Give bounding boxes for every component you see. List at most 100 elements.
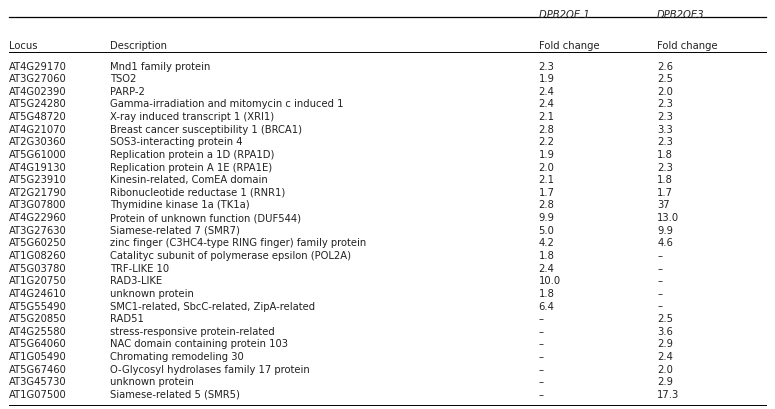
Text: 2.3: 2.3 xyxy=(657,112,673,122)
Text: Replication protein a 1D (RPA1D): Replication protein a 1D (RPA1D) xyxy=(110,150,274,160)
Text: AT3G27060: AT3G27060 xyxy=(9,74,67,84)
Text: PARP-2: PARP-2 xyxy=(110,87,145,97)
Text: Ribonucleotide reductase 1 (RNR1): Ribonucleotide reductase 1 (RNR1) xyxy=(110,187,285,198)
Text: unknown protein: unknown protein xyxy=(110,288,194,298)
Text: AT1G07500: AT1G07500 xyxy=(9,389,67,399)
Text: TSO2: TSO2 xyxy=(110,74,136,84)
Text: 9.9: 9.9 xyxy=(657,225,673,235)
Text: AT2G21790: AT2G21790 xyxy=(9,187,67,198)
Text: 13.0: 13.0 xyxy=(657,213,680,222)
Text: –: – xyxy=(539,364,543,374)
Text: –: – xyxy=(539,389,543,399)
Text: 2.4: 2.4 xyxy=(539,87,554,97)
Text: RAD3-LIKE: RAD3-LIKE xyxy=(110,276,162,285)
Text: AT3G27630: AT3G27630 xyxy=(9,225,67,235)
Text: 2.0: 2.0 xyxy=(657,364,673,374)
Text: Locus: Locus xyxy=(9,41,38,51)
Text: 2.2: 2.2 xyxy=(539,137,555,147)
Text: Replication protein A 1E (RPA1E): Replication protein A 1E (RPA1E) xyxy=(110,162,272,172)
Text: Siamese-related 5 (SMR5): Siamese-related 5 (SMR5) xyxy=(110,389,240,399)
Text: SMC1-related, SbcC-related, ZipA-related: SMC1-related, SbcC-related, ZipA-related xyxy=(110,301,315,311)
Text: Siamese-related 7 (SMR7): Siamese-related 7 (SMR7) xyxy=(110,225,240,235)
Text: Protein of unknown function (DUF544): Protein of unknown function (DUF544) xyxy=(110,213,301,222)
Text: AT5G60250: AT5G60250 xyxy=(9,238,67,248)
Text: AT1G08260: AT1G08260 xyxy=(9,250,67,261)
Text: 2.0: 2.0 xyxy=(657,87,673,97)
Text: 2.8: 2.8 xyxy=(539,200,554,210)
Text: AT5G64060: AT5G64060 xyxy=(9,339,67,348)
Text: TRF-LIKE 10: TRF-LIKE 10 xyxy=(110,263,169,273)
Text: AT4G24610: AT4G24610 xyxy=(9,288,67,298)
Text: –: – xyxy=(657,301,662,311)
Text: 3.3: 3.3 xyxy=(657,124,673,134)
Text: AT5G61000: AT5G61000 xyxy=(9,150,67,160)
Text: 9.9: 9.9 xyxy=(539,213,555,222)
Text: 1.7: 1.7 xyxy=(657,187,673,198)
Text: AT1G20750: AT1G20750 xyxy=(9,276,67,285)
Text: NAC domain containing protein 103: NAC domain containing protein 103 xyxy=(110,339,288,348)
Text: –: – xyxy=(539,339,543,348)
Text: 2.1: 2.1 xyxy=(539,112,555,122)
Text: X-ray induced transcript 1 (XRI1): X-ray induced transcript 1 (XRI1) xyxy=(110,112,274,122)
Text: AT4G22960: AT4G22960 xyxy=(9,213,67,222)
Text: AT4G29170: AT4G29170 xyxy=(9,61,67,71)
Text: 1.8: 1.8 xyxy=(657,175,673,185)
Text: 3.6: 3.6 xyxy=(657,326,673,336)
Text: 4.6: 4.6 xyxy=(657,238,673,248)
Text: –: – xyxy=(539,313,543,324)
Text: Fold change: Fold change xyxy=(657,41,718,51)
Text: AT4G21070: AT4G21070 xyxy=(9,124,67,134)
Text: AT1G05490: AT1G05490 xyxy=(9,351,67,361)
Text: RAD51: RAD51 xyxy=(110,313,144,324)
Text: 1.8: 1.8 xyxy=(539,250,554,261)
Text: –: – xyxy=(657,263,662,273)
Text: 2.4: 2.4 xyxy=(539,99,554,109)
Text: 2.5: 2.5 xyxy=(657,313,673,324)
Text: 1.7: 1.7 xyxy=(539,187,555,198)
Text: 2.9: 2.9 xyxy=(657,376,673,387)
Text: AT5G03780: AT5G03780 xyxy=(9,263,67,273)
Text: –: – xyxy=(539,376,543,387)
Text: 1.8: 1.8 xyxy=(657,150,673,160)
Text: AT5G24280: AT5G24280 xyxy=(9,99,67,109)
Text: AT3G07800: AT3G07800 xyxy=(9,200,67,210)
Text: 2.6: 2.6 xyxy=(657,61,673,71)
Text: AT4G25580: AT4G25580 xyxy=(9,326,67,336)
Text: AT3G45730: AT3G45730 xyxy=(9,376,67,387)
Text: AT5G23910: AT5G23910 xyxy=(9,175,67,185)
Text: AT5G48720: AT5G48720 xyxy=(9,112,67,122)
Text: 1.9: 1.9 xyxy=(539,74,555,84)
Text: O-Glycosyl hydrolases family 17 protein: O-Glycosyl hydrolases family 17 protein xyxy=(110,364,310,374)
Text: SOS3-interacting protein 4: SOS3-interacting protein 4 xyxy=(110,137,243,147)
Text: 10.0: 10.0 xyxy=(539,276,561,285)
Text: 6.4: 6.4 xyxy=(539,301,554,311)
Text: –: – xyxy=(657,250,662,261)
Text: Kinesin-related, ComEA domain: Kinesin-related, ComEA domain xyxy=(110,175,268,185)
Text: zinc finger (C3HC4-type RING finger) family protein: zinc finger (C3HC4-type RING finger) fam… xyxy=(110,238,367,248)
Text: 2.1: 2.1 xyxy=(539,175,555,185)
Text: –: – xyxy=(657,288,662,298)
Text: AT5G20850: AT5G20850 xyxy=(9,313,67,324)
Text: –: – xyxy=(539,351,543,361)
Text: unknown protein: unknown protein xyxy=(110,376,194,387)
Text: AT2G30360: AT2G30360 xyxy=(9,137,67,147)
Text: Chromating remodeling 30: Chromating remodeling 30 xyxy=(110,351,244,361)
Text: 2.3: 2.3 xyxy=(657,99,673,109)
Text: Gamma-irradiation and mitomycin c induced 1: Gamma-irradiation and mitomycin c induce… xyxy=(110,99,343,109)
Text: 2.4: 2.4 xyxy=(657,351,673,361)
Text: Breast cancer susceptibility 1 (BRCA1): Breast cancer susceptibility 1 (BRCA1) xyxy=(110,124,302,134)
Text: 37: 37 xyxy=(657,200,670,210)
Text: DPB2OE 1: DPB2OE 1 xyxy=(539,10,589,20)
Text: 2.8: 2.8 xyxy=(539,124,554,134)
Text: Thymidine kinase 1a (TK1a): Thymidine kinase 1a (TK1a) xyxy=(110,200,250,210)
Text: stress-responsive protein-related: stress-responsive protein-related xyxy=(110,326,275,336)
Text: 4.2: 4.2 xyxy=(539,238,554,248)
Text: 2.5: 2.5 xyxy=(657,74,673,84)
Text: 2.3: 2.3 xyxy=(657,137,673,147)
Text: –: – xyxy=(539,326,543,336)
Text: AT4G19130: AT4G19130 xyxy=(9,162,67,172)
Text: Mnd1 family protein: Mnd1 family protein xyxy=(110,61,211,71)
Text: 2.3: 2.3 xyxy=(539,61,554,71)
Text: Description: Description xyxy=(110,41,167,51)
Text: 1.9: 1.9 xyxy=(539,150,555,160)
